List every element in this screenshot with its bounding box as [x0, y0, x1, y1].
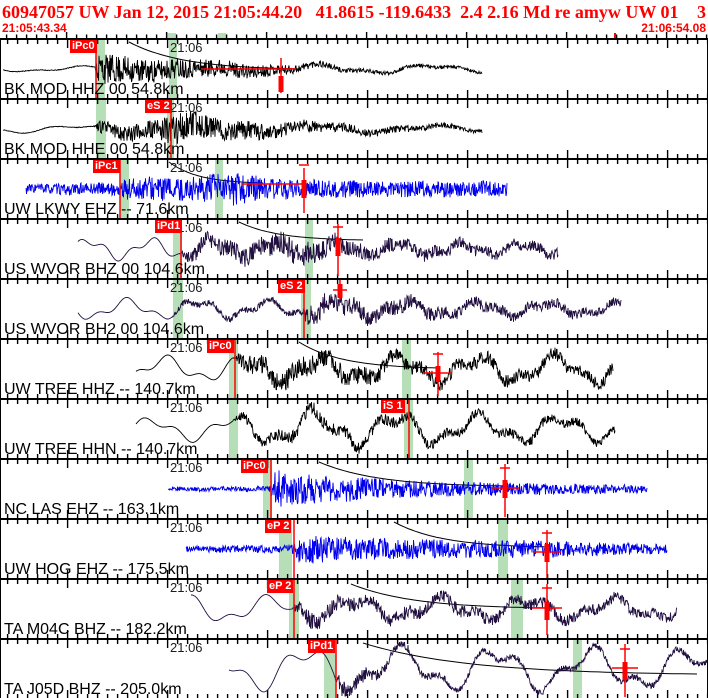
minute-time-label: 21:06: [170, 160, 203, 175]
phase-pick-flag[interactable]: iPc0: [70, 40, 97, 53]
minute-time-label: 21:06: [170, 40, 203, 55]
time-tick-marks: [6, 520, 707, 578]
waveform-trace[interactable]: [135, 401, 616, 454]
pick-highlight-band: [402, 340, 411, 398]
trace-panel-6[interactable]: 21:06 iPc0 UW TREE HHZ -- 140.7km: [1, 338, 707, 398]
trace-panel-11[interactable]: 21:06 iPd1 TA J05D BHZ -- 205.0km: [1, 638, 707, 698]
time-tick-marks: [6, 160, 707, 218]
phase-pick-flag[interactable]: eS 2: [278, 280, 305, 293]
time-tick-marks: [6, 460, 707, 518]
station-channel-label: UW LKWY EHZ -- 71.6km: [4, 201, 189, 218]
time-tick-marks: [6, 280, 707, 338]
trace-panel-9[interactable]: 21:06 eP 2 UW HOG EHZ -- 175.5km: [1, 518, 707, 578]
station-channel-label: TA M04C BHZ -- 182.2km: [4, 621, 187, 638]
amplitude-marker[interactable]: [533, 530, 561, 578]
coda-decay-curve: [318, 461, 507, 487]
minute-time-label: 21:06: [170, 340, 203, 355]
amplitude-marker[interactable]: [532, 584, 562, 635]
time-tick-marks: [6, 100, 707, 158]
event-summary-count: 3: [697, 2, 706, 22]
minute-time-label: 21:06: [170, 580, 203, 595]
station-channel-label: BK MOD HHZ 00 54.8km: [4, 81, 184, 98]
minute-time-label: 21:06: [170, 400, 203, 415]
waveform-trace[interactable]: [167, 470, 648, 507]
pick-highlight-band: [229, 400, 238, 458]
event-summary-line: 60947057 UW Jan 12, 2015 21:05:44.20 41.…: [2, 0, 706, 24]
pick-highlight-band: [301, 280, 311, 338]
amplitude-marker[interactable]: [278, 58, 284, 93]
trace-panel-8[interactable]: 21:06 iPc0 NC LAS EHZ -- 163.1km: [1, 458, 707, 518]
station-channel-label: UW TREE HHZ -- 140.7km: [4, 381, 196, 398]
trace-panel-10[interactable]: 21:06 eP 2 TA M04C BHZ -- 182.2km: [1, 578, 707, 638]
station-channel-label: US WVOR BH2 00 104.6km: [4, 321, 205, 338]
pick-highlight-band: [263, 460, 272, 518]
time-tick-marks: [6, 580, 707, 638]
pick-highlight-band: [96, 40, 105, 98]
station-channel-label: BK MOD HHE 00 54.8km: [4, 141, 185, 158]
phase-pick-flag[interactable]: eP 2: [265, 520, 292, 533]
phase-pick-flag[interactable]: iPd1: [308, 640, 336, 653]
waveform-trace[interactable]: [185, 535, 668, 564]
window-end-time: 21:06:54.08: [641, 21, 706, 35]
amplitude-marker[interactable]: [424, 352, 452, 396]
trace-panel-2[interactable]: 21:06 eS 2 BK MOD HHE 00 54.8km: [1, 98, 707, 158]
minute-time-label: 21:06: [170, 100, 203, 115]
waveform-trace[interactable]: [25, 173, 508, 206]
trace-panel-5[interactable]: 21:06 eS 2 US WVOR BH2 00 104.6km: [1, 278, 707, 338]
station-channel-label: US WVOR BHZ 00 104.6km: [4, 261, 205, 278]
phase-pick-flag[interactable]: iS 1: [381, 400, 405, 413]
amplitude-marker[interactable]: [299, 164, 309, 213]
event-summary-text: 60947057 UW Jan 12, 2015 21:05:44.20 41.…: [2, 2, 679, 22]
amplitude-marker[interactable]: [491, 464, 519, 517]
station-channel-label: TA J05D BHZ -- 205.0km: [4, 681, 182, 698]
minute-time-label: 21:06: [170, 520, 203, 535]
pick-highlight-band: [511, 580, 523, 638]
phase-pick-flag[interactable]: eS 2: [145, 100, 172, 113]
pick-highlight-band: [96, 100, 106, 158]
station-channel-label: UW TREE HHN -- 140.7km: [4, 441, 198, 458]
station-channel-label: UW HOG EHZ -- 175.5km: [4, 561, 189, 578]
phase-pick-flag[interactable]: iPc0: [207, 340, 234, 353]
coda-decay-curve: [168, 161, 264, 184]
minute-time-label: 21:06: [170, 460, 203, 475]
time-tick-marks: [6, 640, 707, 698]
amplitude-marker[interactable]: [333, 224, 343, 276]
amplitude-marker[interactable]: [612, 644, 638, 697]
pick-highlight-band: [173, 220, 182, 278]
pick-highlight-band: [324, 640, 336, 698]
time-tick-marks: [6, 220, 707, 278]
time-tick-marks: [6, 40, 707, 98]
amplitude-marker[interactable]: [333, 280, 347, 300]
phase-pick-flag[interactable]: iPc1: [93, 160, 120, 173]
trace-area: 21:06 iPc0 BK MOD HHZ 00 54.8km 21:06 eS 2 BK…: [0, 38, 708, 698]
waveform-trace[interactable]: [77, 293, 622, 327]
coda-decay-curve: [238, 221, 364, 241]
time-ruler: [5, 32, 708, 38]
waveform-trace[interactable]: [2, 110, 483, 146]
event-header: 60947057 UW Jan 12, 2015 21:05:44.20 41.…: [0, 0, 708, 38]
phase-pick-flag[interactable]: eP 2: [267, 580, 294, 593]
pick-highlight-band: [279, 520, 292, 578]
time-tick-marks: [6, 340, 707, 398]
coda-decay-curve: [362, 642, 698, 675]
station-channel-label: NC LAS EHZ -- 163.1km: [4, 501, 180, 518]
window-start-time: 21:05:43.34: [2, 21, 67, 35]
waveform-trace[interactable]: [191, 590, 678, 630]
waveform-trace[interactable]: [77, 230, 559, 267]
minute-time-label: 21:06: [170, 640, 203, 655]
time-window-line: 21:05:43.34 21:06:54.08: [2, 22, 706, 34]
trace-panel-1[interactable]: 21:06 iPc0 BK MOD HHZ 00 54.8km: [1, 38, 707, 98]
waveform-trace[interactable]: [135, 347, 614, 391]
phase-pick-flag[interactable]: iPc0: [241, 460, 268, 473]
minute-time-label: 21:06: [170, 280, 203, 295]
trace-panel-7[interactable]: 21:06 iS 1 UW TREE HHN -- 140.7km: [1, 398, 707, 458]
phase-pick-flag[interactable]: iPd1: [155, 220, 183, 233]
waveform-trace[interactable]: [2, 54, 483, 85]
pick-highlight-band: [229, 340, 238, 398]
trace-panel-3[interactable]: 21:06 iPc1 UW LKWY EHZ -- 71.6km: [1, 158, 707, 218]
waveform-trace[interactable]: [228, 641, 707, 697]
pick-highlight-band: [573, 640, 582, 698]
trace-panel-4[interactable]: 21:06 iPd1 US WVOR BHZ 00 104.6km: [1, 218, 707, 278]
